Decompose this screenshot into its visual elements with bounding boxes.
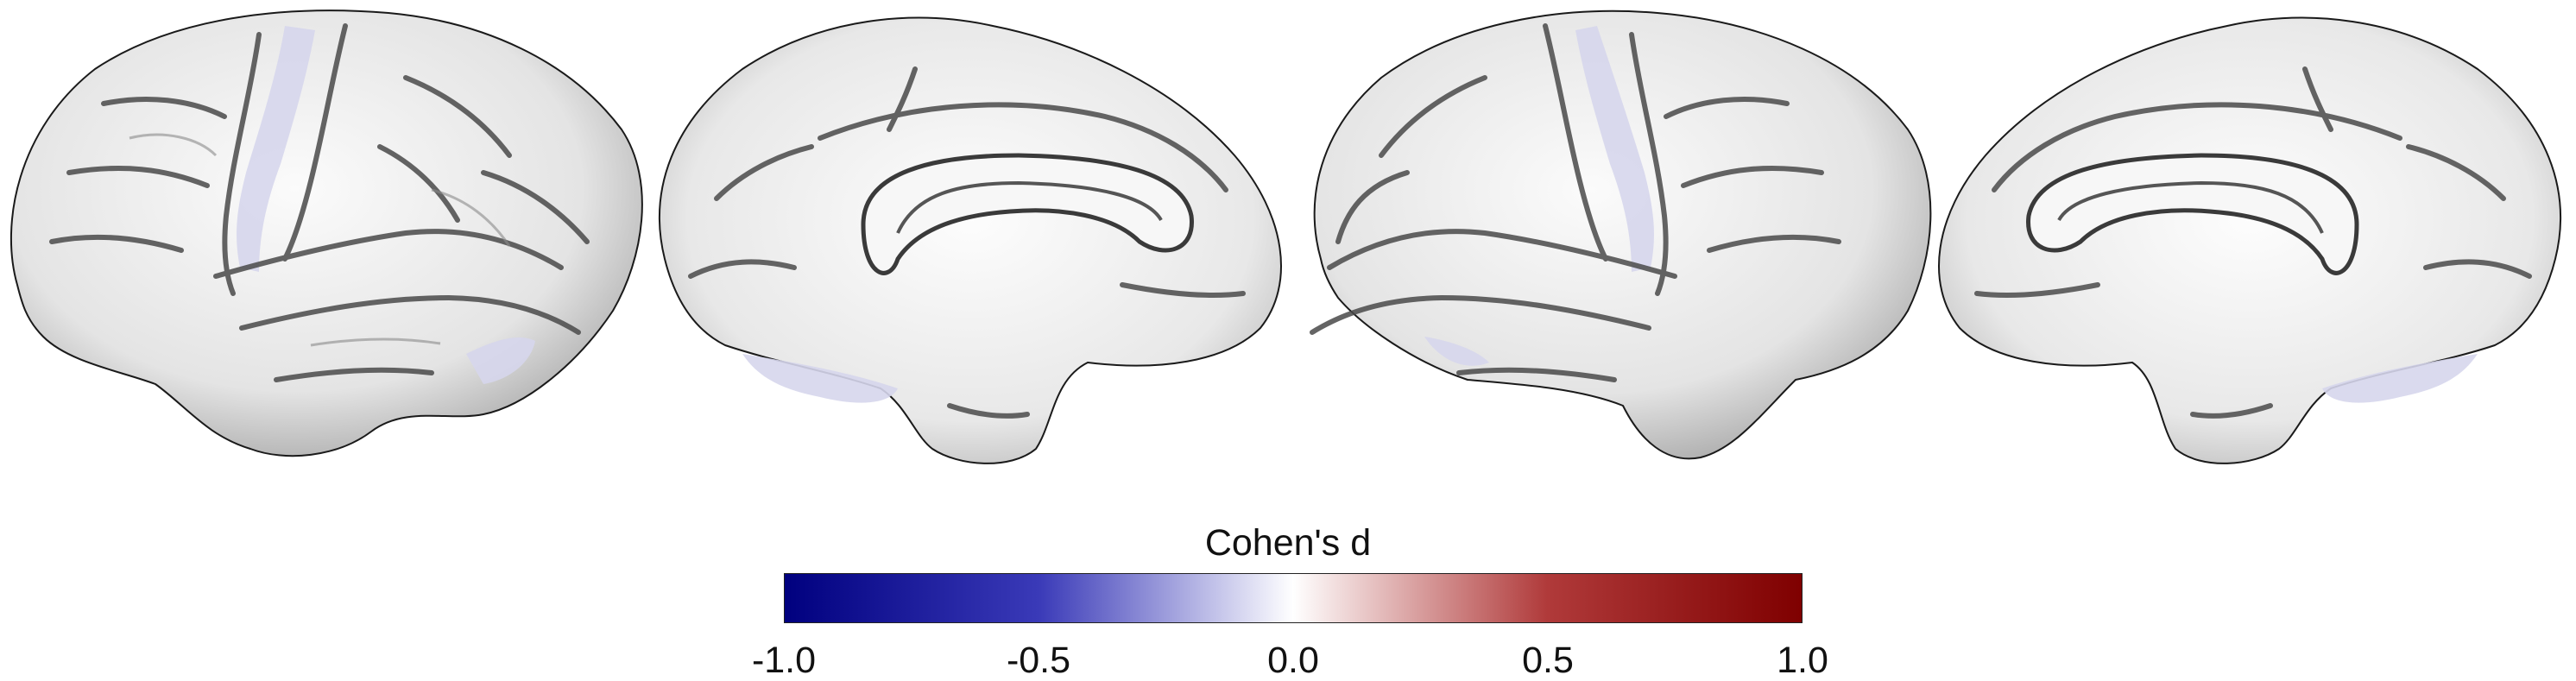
colorbar-tick-zero: 0.0 [1267,640,1319,681]
colorbar-tick-neg-half: -0.5 [1006,640,1071,681]
colorbar-gradient [784,573,1803,623]
right-lateral-view [1310,9,1932,460]
colorbar-title: Cohen's d [1204,522,1372,564]
left-lateral-view [9,9,643,457]
colorbar-tick-max: 1.0 [1777,640,1828,681]
left-medial-view [659,16,1282,464]
brain-surface-panels [9,9,2561,464]
colorbar-tick-pos-half: 0.5 [1522,640,1574,681]
colorbar-tick-min: -1.0 [751,640,817,681]
colorbar: Cohen's d -1.0 -0.5 0.0 0.5 1.0 [0,509,2576,681]
right-medial-view [1938,16,2561,464]
